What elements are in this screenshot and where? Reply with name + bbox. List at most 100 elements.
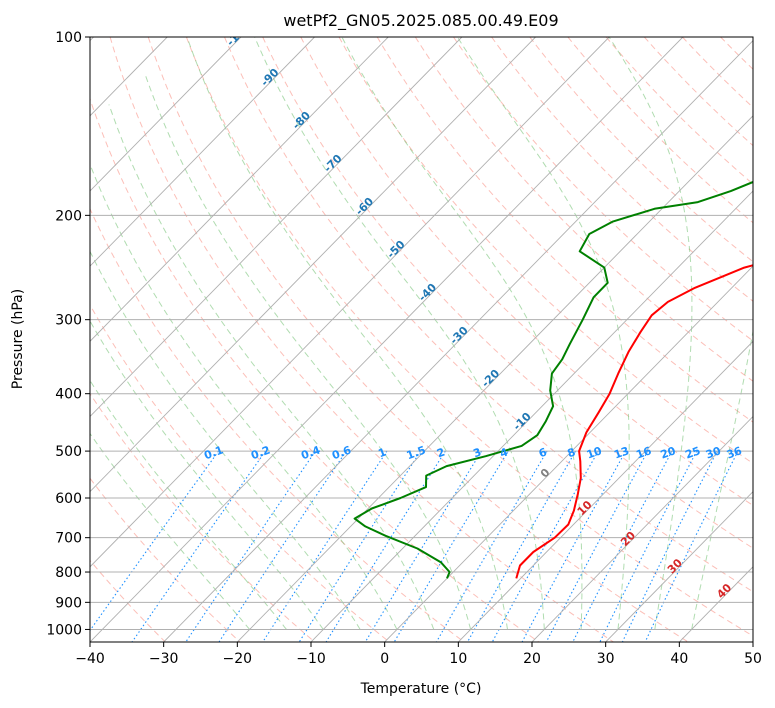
y-tick-label: 100 xyxy=(55,30,82,46)
mixing-ratio-label: 1.5 xyxy=(405,443,428,462)
dry-adiabat xyxy=(224,37,753,593)
mixing-ratio-label: 10 xyxy=(585,444,604,462)
dry-adiabat xyxy=(682,37,753,109)
mixing-ratio-line xyxy=(621,450,718,642)
moist-adiabat xyxy=(608,37,693,630)
dry-adiabat xyxy=(567,37,753,224)
dewpoint-line xyxy=(353,180,753,579)
isotherm-line xyxy=(90,37,684,642)
isotherm-label: 10 xyxy=(575,498,595,518)
mixing-ratio-line xyxy=(364,450,483,642)
y-tick-label: 600 xyxy=(55,491,82,507)
x-axis-label: Temperature (°C) xyxy=(360,681,482,697)
moist-adiabat xyxy=(108,104,435,630)
x-tick-label: 10 xyxy=(449,651,467,667)
mixing-ratio-label: 25 xyxy=(683,444,702,461)
y-tick-label: 500 xyxy=(55,444,82,460)
isotherm-line xyxy=(237,115,753,642)
mixing-ratio-label: 8 xyxy=(566,445,578,460)
dry-adiabat xyxy=(720,37,753,70)
isotherm-label: 20 xyxy=(618,529,638,549)
background-lines xyxy=(90,37,775,642)
y-axis: 100 200 300 400 500 600 700 800 900 1000 xyxy=(46,30,90,638)
dry-adiabat xyxy=(90,207,465,642)
dry-adiabat xyxy=(643,37,753,147)
dry-adiabat xyxy=(185,37,753,637)
plot-frame xyxy=(89,36,754,643)
mixing-ratio-line xyxy=(262,450,388,642)
x-axis: −40 −30 −20 −10 0 10 20 30 40 50 xyxy=(75,642,762,667)
isotherm-label: -100 xyxy=(224,20,253,49)
mixing-ratio-line xyxy=(521,450,627,642)
isotherm-line xyxy=(90,37,242,192)
dry-adiabat xyxy=(759,37,775,642)
isotherm-line xyxy=(458,340,753,642)
isotherm-line xyxy=(679,566,753,642)
mixing-ratio-label: 1 xyxy=(376,445,388,460)
mixing-ratio-line xyxy=(435,450,548,642)
isotherm-line xyxy=(310,190,753,642)
isotherm-label: -40 xyxy=(416,281,439,304)
isotherm-label: 40 xyxy=(714,581,734,601)
moist-adiabat xyxy=(90,432,250,630)
x-tick-label: 40 xyxy=(670,651,688,667)
isotherm-line xyxy=(90,37,389,342)
mixing-ratio-label: 0.4 xyxy=(299,443,322,462)
dry-adiabat xyxy=(90,477,241,642)
mixing-ratio-label: 20 xyxy=(659,444,678,462)
y-tick-label: 400 xyxy=(55,387,82,403)
moist-adiabat xyxy=(691,329,753,630)
mixing-ratio-label: 0.1 xyxy=(202,443,225,462)
isotherm-label: 30 xyxy=(665,556,685,576)
isotherm-line xyxy=(384,265,753,642)
y-tick-label: 700 xyxy=(55,531,82,547)
mixing-ratio-line xyxy=(218,450,347,642)
isotherm-line xyxy=(90,37,536,493)
chart-title: wetPf2_GN05.2025.085.00.49.E09 xyxy=(283,11,558,31)
isotherm-line xyxy=(752,641,753,642)
moist-adiabat xyxy=(144,72,472,630)
mixing-ratio-label: 30 xyxy=(704,444,723,462)
mixing-ratio-line xyxy=(325,450,446,642)
mixing-ratio-label: 0.2 xyxy=(249,443,272,462)
mixing-ratio-label: 16 xyxy=(634,444,653,462)
isotherm-line xyxy=(163,39,753,642)
x-tick-label: 20 xyxy=(523,651,541,667)
dry-adiabat xyxy=(529,37,753,263)
x-tick-label: −40 xyxy=(75,651,105,667)
moist-adiabat xyxy=(254,37,545,630)
profile-series xyxy=(353,180,753,579)
mixing-ratio-line xyxy=(90,450,220,632)
mixing-ratio-label: 3 xyxy=(471,445,483,460)
isotherm-line xyxy=(90,37,315,267)
dry-adiabat xyxy=(300,37,753,507)
x-tick-label: 0 xyxy=(380,651,389,667)
mixing-ratio-label: 36 xyxy=(725,444,744,462)
isotherm-line xyxy=(90,37,610,568)
y-tick-label: 1000 xyxy=(46,622,82,638)
isotherm-label: -30 xyxy=(447,324,470,347)
dry-adiabat xyxy=(491,37,753,302)
dry-adiabat xyxy=(90,97,540,642)
moist-adiabat xyxy=(186,37,508,630)
mixing-ratio-line xyxy=(185,450,316,642)
dry-adiabat xyxy=(376,37,753,423)
y-tick-label: 900 xyxy=(55,595,82,611)
mixing-ratio-line xyxy=(545,450,649,642)
moist-adiabat xyxy=(90,163,398,630)
isotherm-line xyxy=(531,415,753,642)
moist-adiabat xyxy=(90,379,287,630)
dry-adiabat xyxy=(147,37,689,642)
temperature-line xyxy=(515,264,753,579)
mixing-ratio-line xyxy=(599,450,698,642)
mixing-ratio-label: 6 xyxy=(537,445,549,460)
dry-adiabat xyxy=(414,37,753,382)
pressure-grid xyxy=(90,37,753,630)
y-axis-label: Pressure (hPa) xyxy=(10,289,26,389)
mixing-ratio-label: 2 xyxy=(435,445,447,460)
isoline-labels: -100-90-80-70-60-50-40-30-20-10010203040… xyxy=(202,20,744,601)
mixing-ratio-line xyxy=(572,450,673,642)
x-tick-label: 30 xyxy=(597,651,615,667)
x-tick-label: −20 xyxy=(223,651,253,667)
